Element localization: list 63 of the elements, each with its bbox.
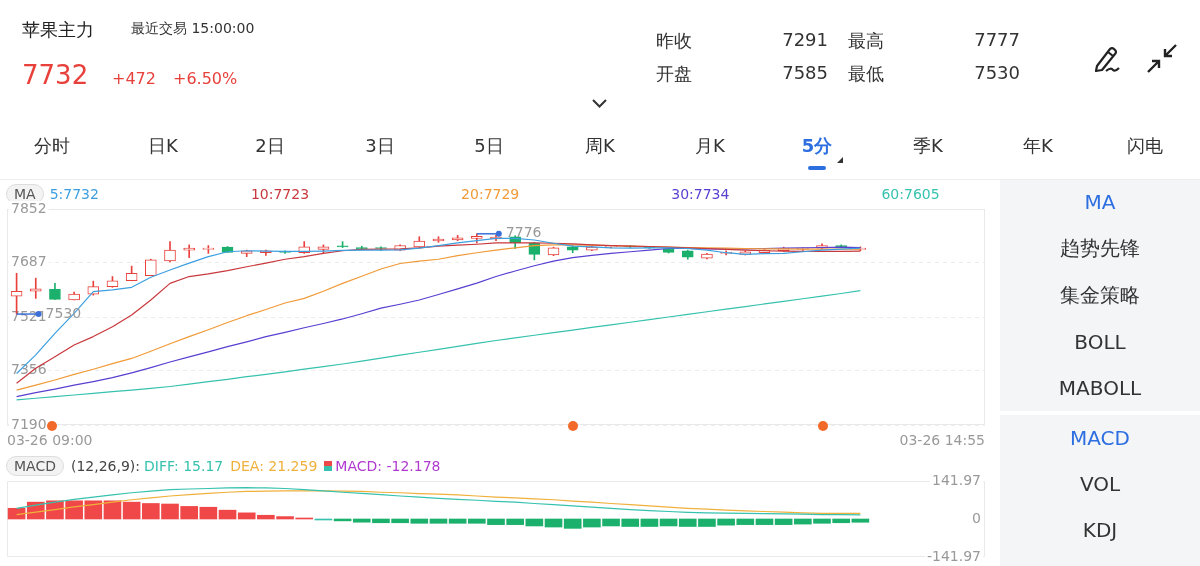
y-tick-label: 141.97 <box>932 471 981 488</box>
text: 季K <box>912 134 944 158</box>
text: 最近交易 15:00:00 <box>131 20 255 38</box>
candlestick <box>29 277 42 299</box>
annotation: 7776 <box>505 224 542 241</box>
bar <box>851 518 870 523</box>
text: 最低 <box>848 62 884 86</box>
series-label: DEA: 21.259 <box>230 458 318 474</box>
text: 昨收 <box>656 29 692 53</box>
text: 7291 <box>781 29 828 50</box>
chart-title: MACD <box>6 456 64 476</box>
text: 开盘 <box>656 62 692 86</box>
text: 20:7729 <box>461 186 520 202</box>
text: 闪电 <box>1126 134 1164 158</box>
y-tick-label: 7852 <box>11 199 47 216</box>
text: 10:7723 <box>250 186 310 202</box>
text: MABOLL <box>1057 376 1143 400</box>
text: 3日 <box>364 134 396 158</box>
bar <box>640 518 659 527</box>
bar <box>774 518 793 525</box>
bar <box>103 500 122 520</box>
text: 周K <box>584 134 616 158</box>
chart-title: MA <box>6 184 44 204</box>
text: 7585 <box>781 62 828 83</box>
y-tick-label: -141.97 <box>926 547 981 564</box>
bar <box>218 509 237 520</box>
text: MA <box>1083 190 1117 214</box>
text: 趋势先锋 <box>1059 236 1141 260</box>
text: 03-26 09:00 <box>7 432 93 448</box>
text: 5分 <box>800 134 834 158</box>
text: BOLL <box>1073 330 1127 354</box>
chart-subtitle: (12,26,9): <box>70 458 141 474</box>
series-label: DIFF: 15.17 <box>144 458 224 474</box>
text: VOL <box>1078 472 1122 496</box>
bar <box>429 518 448 524</box>
text: 03-26 14:55 <box>899 432 985 448</box>
legend-label: MACD: -12.178 <box>335 458 441 474</box>
bar <box>755 518 774 525</box>
y-tick-label: 0 <box>972 509 981 526</box>
text: +472 <box>112 69 156 88</box>
text: 7732 <box>22 60 89 90</box>
text: 60:7605 <box>881 186 940 202</box>
bar <box>199 506 218 520</box>
y-tick-label: 7190 <box>11 415 47 432</box>
text: 最高 <box>848 29 884 53</box>
text: 集金策略 <box>1059 283 1141 307</box>
text: 2日 <box>254 134 286 158</box>
text: 7530 <box>973 62 1020 83</box>
text: 年K <box>1022 134 1054 158</box>
text: 7777 <box>973 29 1020 50</box>
bar <box>122 501 141 520</box>
text: 月K <box>694 134 726 158</box>
y-tick-label: 7687 <box>11 253 47 270</box>
text: 日K <box>147 134 179 158</box>
text: 5日 <box>473 134 505 158</box>
text: 5:7732 <box>49 186 99 202</box>
text: 分时 <box>33 134 71 158</box>
text: MACD <box>1069 426 1131 450</box>
text: +6.50% <box>173 69 238 88</box>
bar <box>448 518 467 524</box>
text: 30:7734 <box>671 186 730 202</box>
text: 苹果主力 <box>22 18 94 42</box>
text: KDJ <box>1081 518 1119 542</box>
